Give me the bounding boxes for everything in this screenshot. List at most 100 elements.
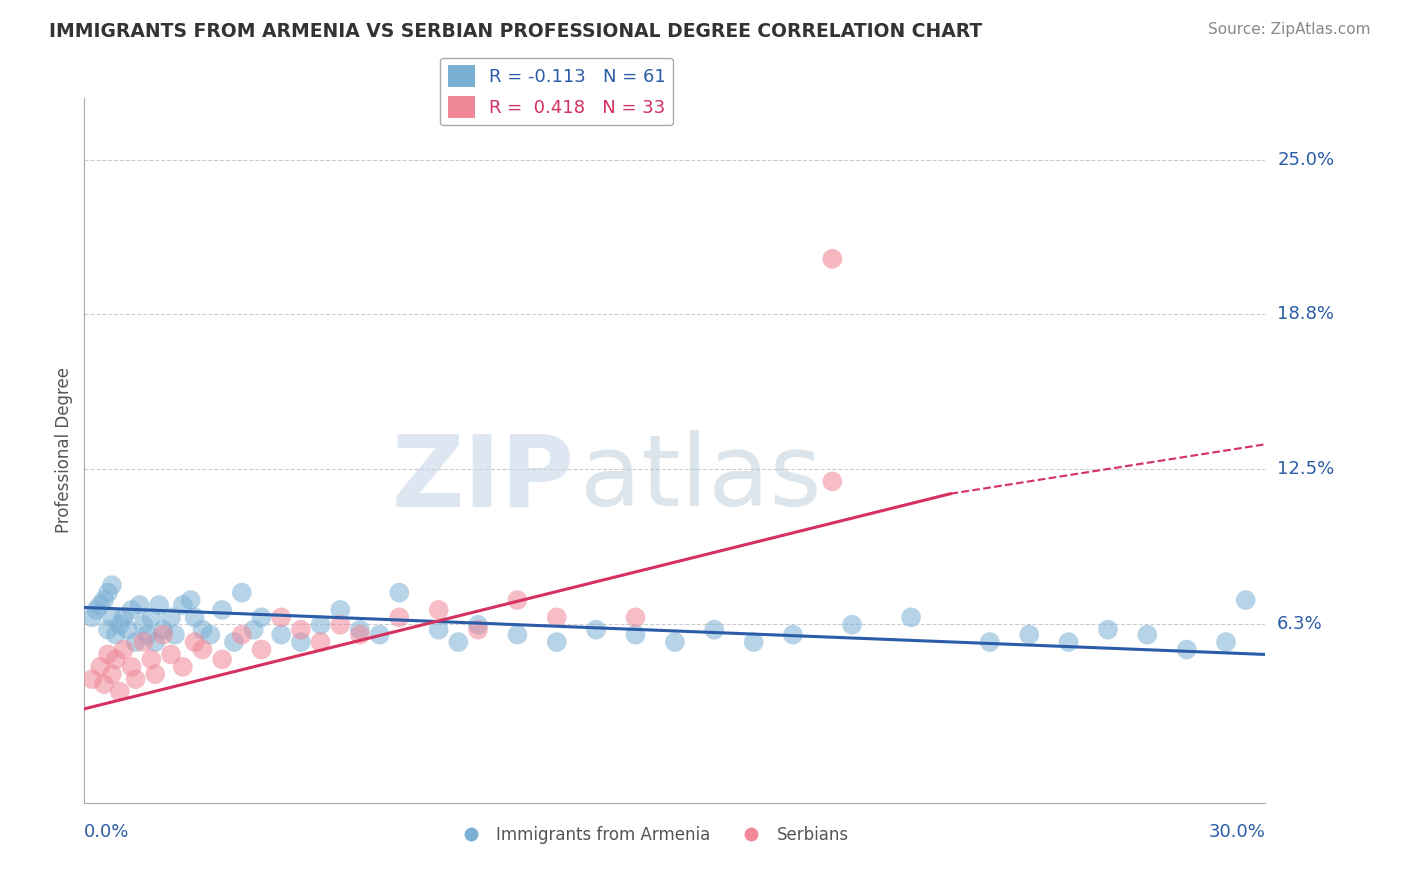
Point [427,603,450,617]
Point [82,610,104,624]
Point [191,623,214,637]
Point [821,475,844,489]
Point [368,628,391,642]
Point [82,672,104,686]
Point [467,617,489,632]
Text: 6.3%: 6.3% [1277,615,1323,632]
Point [270,628,292,642]
Point [101,667,124,681]
Point [329,617,352,632]
Point [132,635,155,649]
Point [128,598,150,612]
Point [97,648,120,662]
Point [1234,593,1257,607]
Y-axis label: Professional Degree: Professional Degree [55,368,73,533]
Point [121,603,143,617]
Point [97,585,120,599]
Point [180,593,202,607]
Point [172,598,194,612]
Point [309,617,332,632]
Text: 0.0%: 0.0% [84,822,129,840]
Point [664,635,686,649]
Point [101,610,124,624]
Point [1175,642,1198,657]
Point [172,660,194,674]
Point [132,617,155,632]
Point [585,623,607,637]
Point [841,617,863,632]
Point [231,628,253,642]
Text: 30.0%: 30.0% [1209,822,1265,840]
Text: 18.8%: 18.8% [1277,305,1334,324]
Point [160,648,183,662]
Point [349,628,371,642]
Point [183,635,205,649]
Point [349,623,371,637]
Point [388,585,411,599]
Point [703,623,725,637]
Point [211,603,233,617]
Point [250,642,273,657]
Point [112,610,135,624]
Point [163,628,186,642]
Point [143,635,166,649]
Point [979,635,1001,649]
Point [124,635,146,649]
Point [467,623,489,637]
Point [546,610,568,624]
Point [329,603,352,617]
Point [388,610,411,624]
Point [152,628,174,642]
Legend: Immigrants from Armenia, Serbians: Immigrants from Armenia, Serbians [447,820,855,851]
Point [900,610,922,624]
Point [136,628,159,642]
Point [1018,628,1040,642]
Point [141,610,163,624]
Point [112,642,135,657]
Point [97,623,120,637]
Point [1057,635,1080,649]
Point [447,635,470,649]
Point [124,672,146,686]
Point [1136,628,1159,642]
Point [117,623,139,637]
Point [821,252,844,266]
Point [546,635,568,649]
Point [104,652,127,666]
Point [211,652,233,666]
Point [309,635,332,649]
Text: 12.5%: 12.5% [1277,460,1334,478]
Point [1097,623,1119,637]
Point [160,610,183,624]
Point [121,660,143,674]
Point [427,623,450,637]
Point [242,623,264,637]
Point [222,635,245,649]
Point [270,610,292,624]
Point [108,617,131,632]
Text: atlas: atlas [581,430,823,527]
Point [93,677,115,691]
Point [506,628,529,642]
Point [143,667,166,681]
Point [141,652,163,666]
Point [101,578,124,592]
Point [148,598,170,612]
Point [183,610,205,624]
Text: 25.0%: 25.0% [1277,151,1334,169]
Text: Source: ZipAtlas.com: Source: ZipAtlas.com [1208,22,1371,37]
Point [250,610,273,624]
Point [506,593,529,607]
Point [624,628,647,642]
Point [290,635,312,649]
Point [108,684,131,698]
Point [200,628,222,642]
Point [191,642,214,657]
Point [84,603,107,617]
Point [89,598,111,612]
Point [782,628,804,642]
Point [93,593,115,607]
Point [290,623,312,637]
Point [624,610,647,624]
Point [1215,635,1237,649]
